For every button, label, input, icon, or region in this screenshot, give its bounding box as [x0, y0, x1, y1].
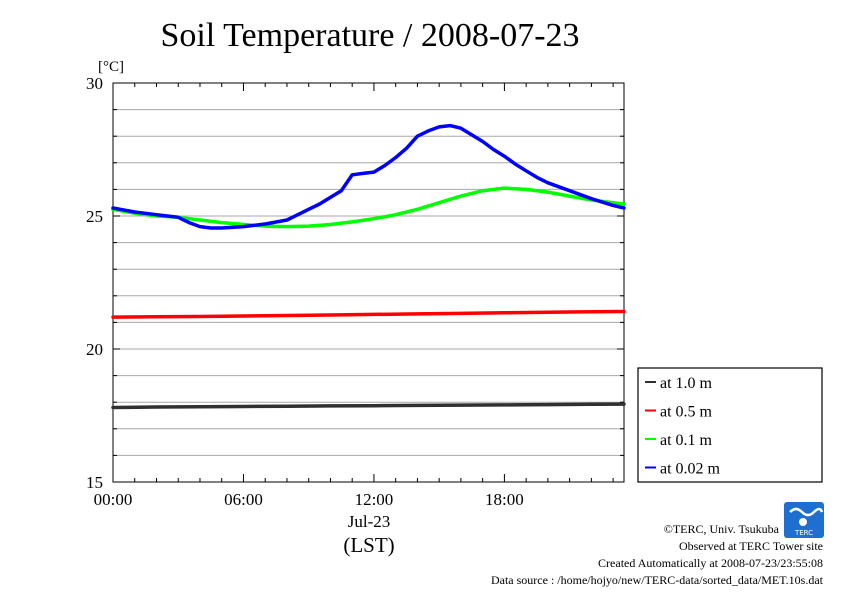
legend-label: at 1.0 m	[660, 375, 713, 392]
legend-label: at 0.02 m	[660, 461, 721, 478]
terc-logo-text: TERC	[794, 529, 813, 537]
legend-box	[637, 367, 823, 483]
y-tick-label: 30	[86, 74, 103, 93]
y-tick-label: 20	[86, 340, 103, 359]
x-tick-label: 06:00	[224, 490, 263, 509]
copyright-text: ©TERC, Univ. Tsukuba	[664, 522, 780, 536]
y-tick-label: 15	[86, 473, 103, 492]
legend-label: at 0.1 m	[660, 432, 713, 449]
x-tick-label: 12:00	[355, 490, 394, 509]
terc-logo: TERC	[784, 502, 824, 538]
created-text: Created Automatically at 2008-07-23/23:5…	[598, 556, 823, 570]
x-tick-label: 00:00	[94, 490, 133, 509]
series-lines	[111, 123, 626, 410]
series-line-at-0-5-m	[111, 309, 626, 319]
series-line-at-0-1-m	[111, 186, 626, 229]
legend: at 1.0 m at 0.5 m at 0.1 m at 0.02 m	[637, 367, 823, 483]
chart-title: Soil Temperature / 2008-07-23	[160, 17, 579, 54]
observed-text: Observed at TERC Tower site	[679, 539, 823, 553]
legend-label: at 0.5 m	[660, 404, 713, 421]
x-date-label: Jul-23	[348, 512, 391, 531]
plot-frame	[112, 82, 625, 483]
y-axis-label: [°C]	[98, 59, 124, 75]
tick-labels: 15 20 25 30 00:00 06:00 12:00 18:00	[86, 74, 524, 509]
x-axis-label: (LST)	[343, 533, 394, 557]
axis-ticks	[112, 82, 624, 483]
y-tick-label: 25	[86, 207, 103, 226]
grid	[113, 109, 624, 456]
series-line-at-0-02-m	[111, 123, 626, 230]
x-tick-label: 18:00	[485, 490, 524, 509]
series-line-at-1-0-m	[111, 402, 626, 410]
source-text: Data source : /home/hojyo/new/TERC-data/…	[491, 573, 824, 587]
